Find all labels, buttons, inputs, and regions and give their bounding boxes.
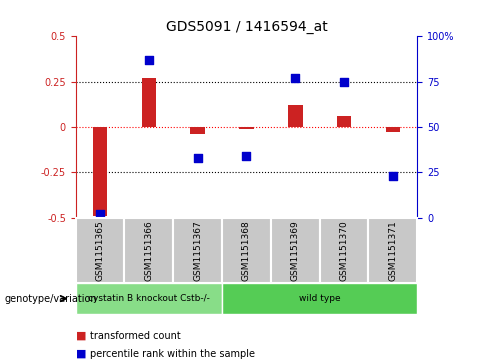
Bar <box>142 78 156 127</box>
Text: GSM1151367: GSM1151367 <box>193 220 202 281</box>
Bar <box>337 116 351 127</box>
Text: GSM1151371: GSM1151371 <box>388 220 397 281</box>
Text: genotype/variation: genotype/variation <box>5 294 98 303</box>
Text: wild type: wild type <box>299 294 341 303</box>
Bar <box>93 127 107 216</box>
Title: GDS5091 / 1416594_at: GDS5091 / 1416594_at <box>165 20 327 34</box>
Text: GSM1151366: GSM1151366 <box>144 220 153 281</box>
Text: percentile rank within the sample: percentile rank within the sample <box>90 349 255 359</box>
Text: GSM1151370: GSM1151370 <box>340 220 348 281</box>
Text: GSM1151365: GSM1151365 <box>96 220 104 281</box>
Point <box>243 153 250 159</box>
Text: GSM1151369: GSM1151369 <box>291 220 300 281</box>
Bar <box>386 127 400 132</box>
Text: GSM1151368: GSM1151368 <box>242 220 251 281</box>
Text: ■: ■ <box>76 331 86 341</box>
Text: ■: ■ <box>76 349 86 359</box>
Point <box>291 75 299 81</box>
Bar <box>288 105 303 127</box>
Bar <box>190 127 205 134</box>
Text: transformed count: transformed count <box>90 331 181 341</box>
Text: cystatin B knockout Cstb-/-: cystatin B knockout Cstb-/- <box>88 294 210 303</box>
Bar <box>239 127 254 129</box>
Point <box>340 79 348 85</box>
Point <box>389 173 397 179</box>
Point <box>96 211 104 217</box>
Point <box>145 57 153 63</box>
Point <box>194 155 202 161</box>
